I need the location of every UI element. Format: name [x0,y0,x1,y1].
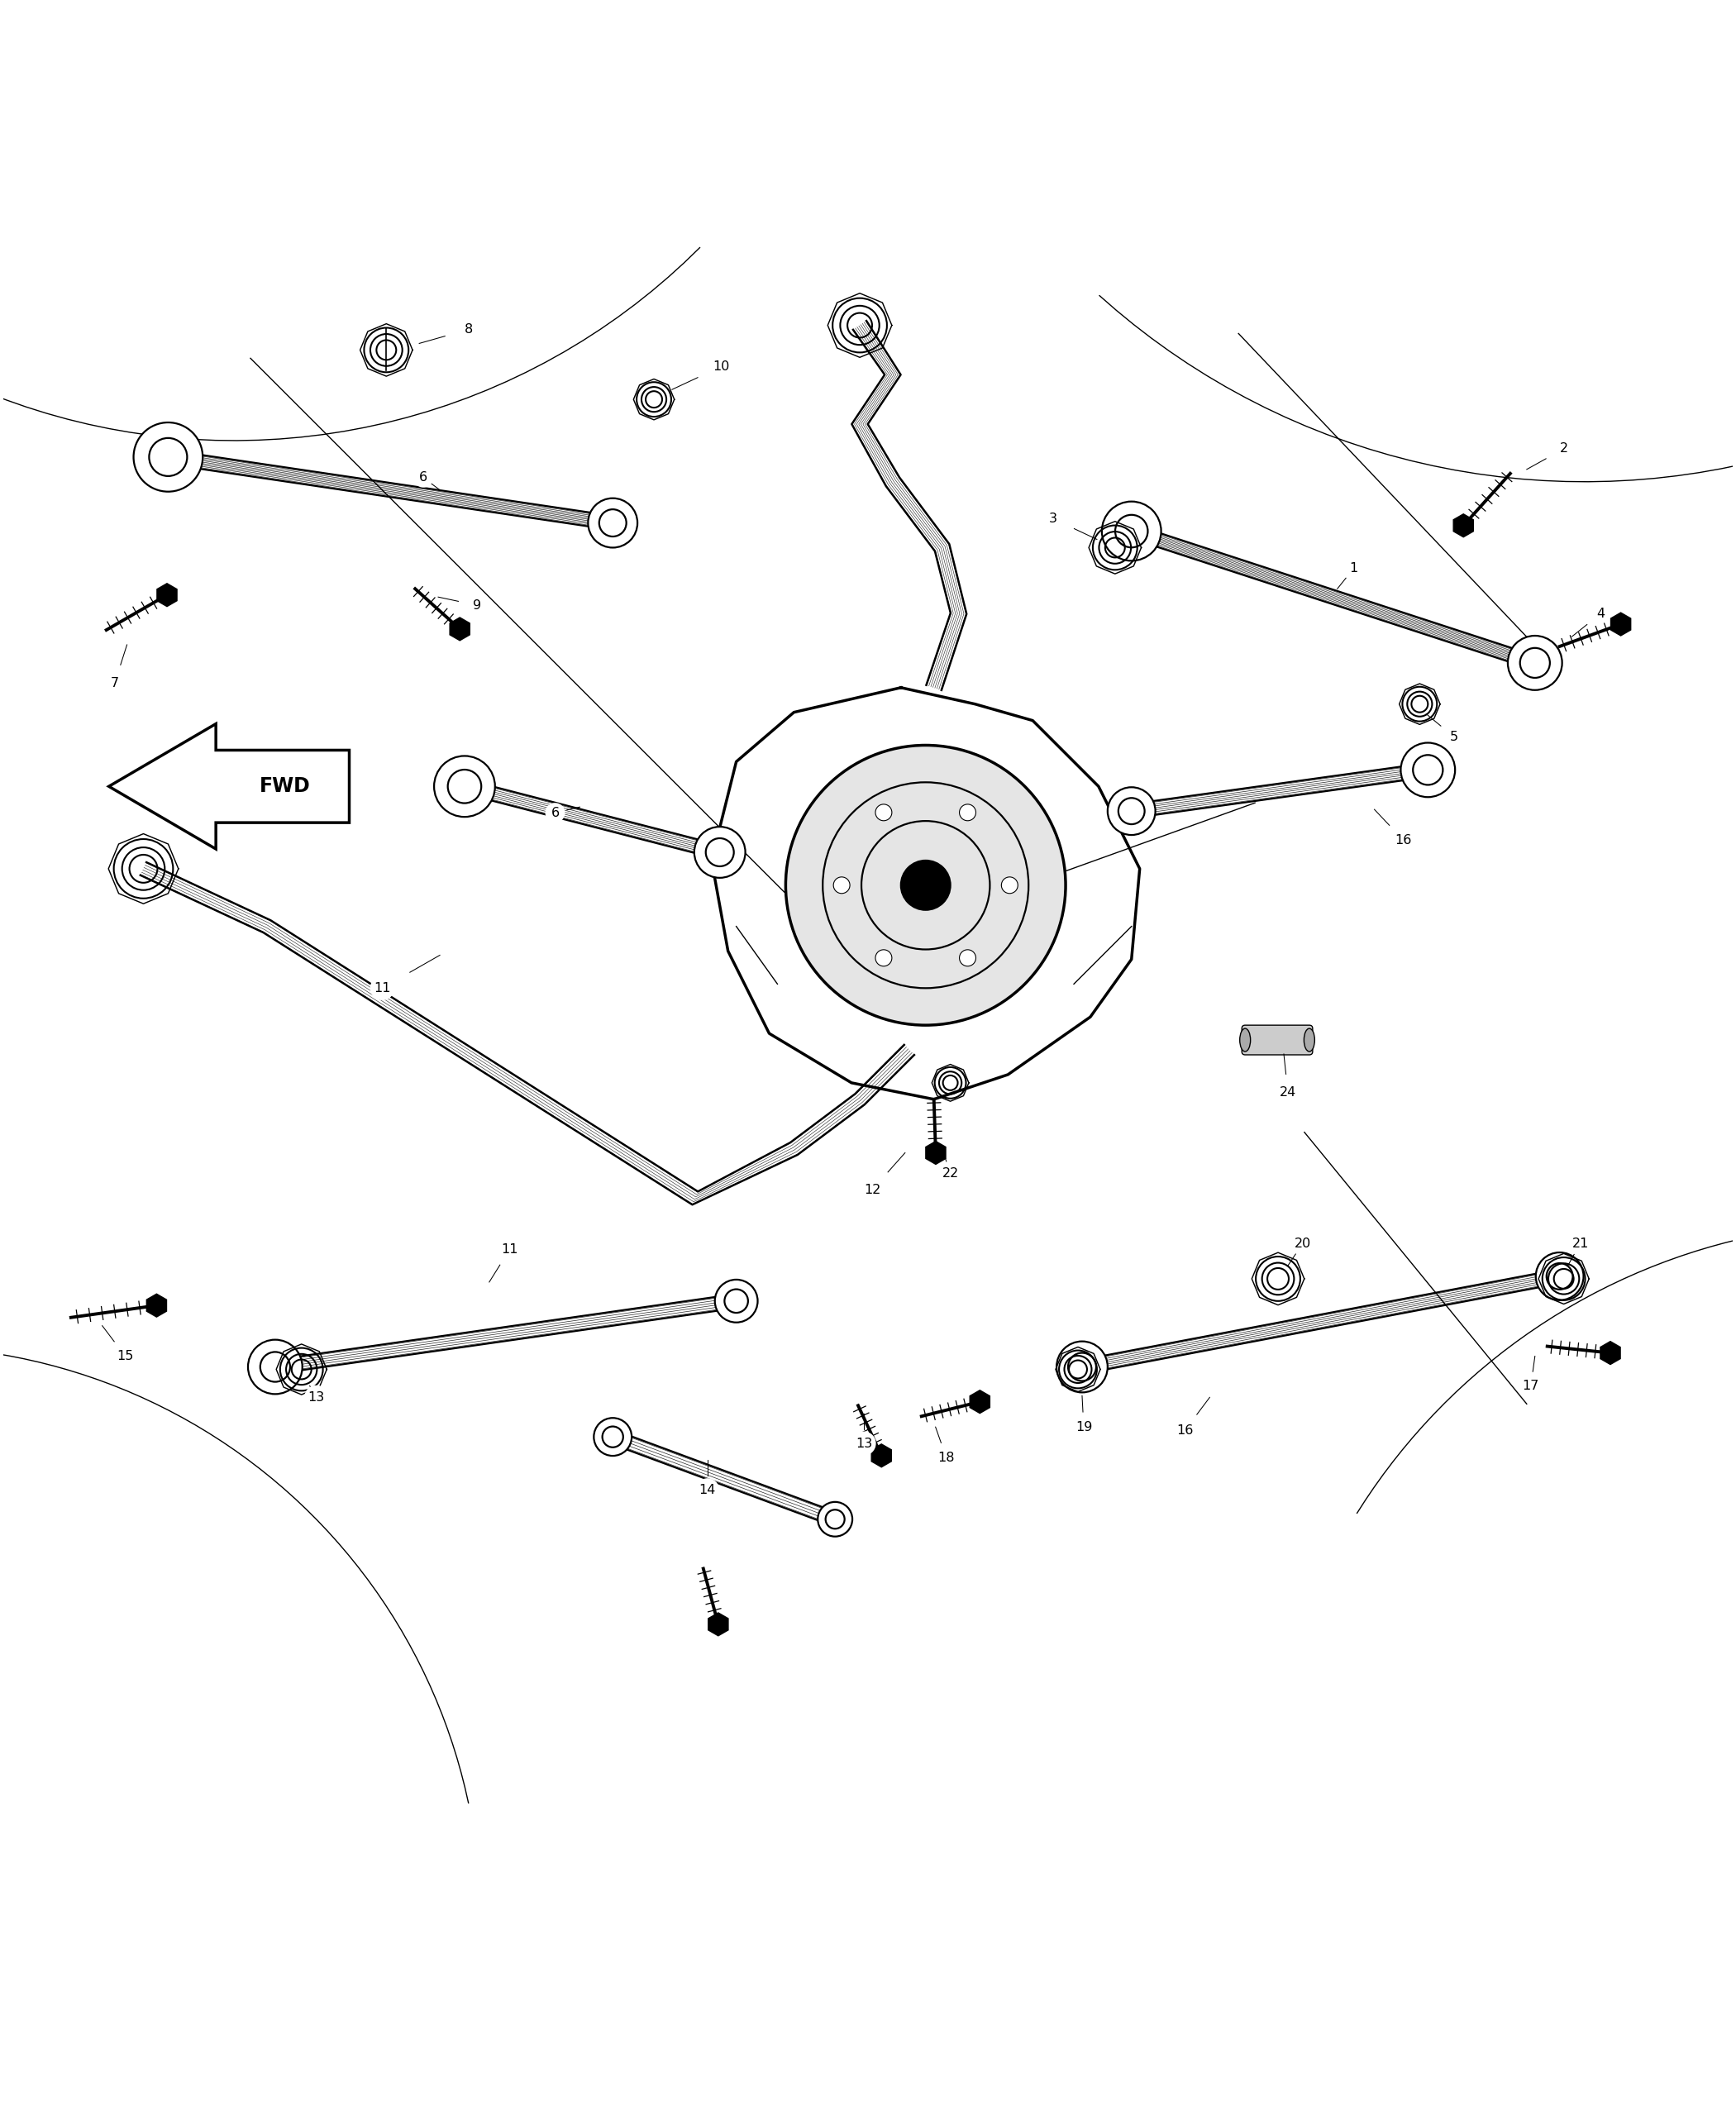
Circle shape [1413,755,1443,784]
Circle shape [1118,799,1144,824]
Circle shape [1057,1341,1108,1393]
Circle shape [594,1419,632,1457]
Text: 10: 10 [713,360,729,373]
Circle shape [1536,1252,1583,1301]
Circle shape [715,1280,757,1322]
Circle shape [724,1290,748,1313]
Text: 2: 2 [1559,443,1568,455]
Text: 18: 18 [937,1450,955,1463]
Text: 7: 7 [111,677,118,689]
Text: 16: 16 [1394,835,1411,845]
Text: 21: 21 [1571,1237,1588,1250]
Circle shape [589,497,637,548]
Text: 20: 20 [1295,1237,1311,1250]
Circle shape [826,1509,845,1528]
Text: 14: 14 [700,1484,715,1497]
Text: 4: 4 [1597,607,1606,620]
Text: 13: 13 [307,1391,325,1404]
Text: 24: 24 [1279,1086,1297,1098]
Text: FWD: FWD [259,776,311,797]
Circle shape [1401,742,1455,797]
Circle shape [602,1427,623,1448]
Circle shape [1002,877,1017,894]
Circle shape [434,757,495,818]
Text: 16: 16 [1177,1425,1193,1436]
Polygon shape [156,584,177,607]
Text: 17: 17 [1522,1379,1540,1391]
Circle shape [694,826,745,877]
Circle shape [1108,786,1156,835]
Text: 15: 15 [116,1349,134,1362]
Circle shape [786,746,1066,1024]
Text: 11: 11 [373,982,391,995]
Text: 11: 11 [502,1244,519,1256]
Circle shape [707,839,734,866]
Circle shape [875,951,892,965]
Circle shape [599,510,627,538]
Text: 13: 13 [856,1438,871,1450]
Polygon shape [450,618,470,641]
Text: 12: 12 [865,1185,880,1195]
Circle shape [960,951,976,965]
Text: 8: 8 [465,323,472,335]
Circle shape [818,1501,852,1537]
Text: 9: 9 [472,599,481,611]
Circle shape [1547,1263,1573,1290]
Polygon shape [1611,613,1630,637]
Ellipse shape [1304,1029,1314,1052]
Circle shape [1509,637,1562,689]
Circle shape [1068,1353,1095,1381]
Circle shape [833,877,851,894]
Circle shape [901,860,950,911]
Text: 6: 6 [418,472,427,485]
Text: 19: 19 [1075,1421,1092,1433]
Circle shape [823,782,1028,989]
Circle shape [960,805,976,820]
Polygon shape [109,723,349,850]
Circle shape [260,1351,290,1383]
Circle shape [1521,647,1550,679]
FancyBboxPatch shape [1241,1024,1312,1054]
Polygon shape [871,1444,891,1467]
Circle shape [1115,514,1147,548]
Ellipse shape [1240,1029,1250,1052]
Text: 1: 1 [1349,563,1358,573]
Circle shape [134,422,203,491]
Circle shape [448,769,481,803]
Polygon shape [708,1613,727,1636]
Text: 5: 5 [1450,731,1458,744]
Polygon shape [1601,1341,1620,1364]
Circle shape [1102,502,1161,561]
Polygon shape [1453,514,1474,538]
Polygon shape [146,1294,167,1318]
Circle shape [149,438,187,476]
Polygon shape [970,1389,990,1412]
Text: 3: 3 [1049,512,1057,525]
Text: 6: 6 [550,807,559,818]
Circle shape [248,1341,302,1393]
Circle shape [875,805,892,820]
Text: 22: 22 [943,1168,958,1180]
Polygon shape [925,1140,946,1164]
